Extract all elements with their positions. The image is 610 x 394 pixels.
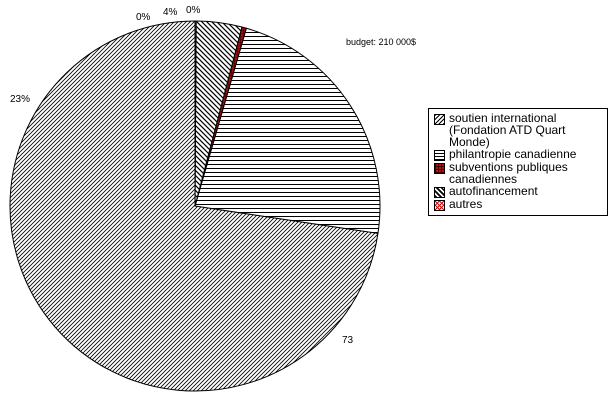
legend: soutien international (Fondation ATD Qua… [428, 108, 608, 216]
legend-item-1: soutien international (Fondation ATD Qua… [433, 112, 603, 148]
slice-label-4: 4% [163, 7, 178, 18]
legend-label-5: autres [449, 197, 483, 211]
legend-label-2: philantropie canadienne [449, 147, 577, 161]
pie-slice-1 [9, 20, 379, 392]
legend-swatch-2 [434, 150, 445, 161]
legend-label-1: soutien international (Fondation ATD Qua… [449, 111, 566, 149]
legend-swatch-3 [434, 163, 445, 174]
pie-slices [9, 20, 381, 392]
slice-label-1: 73 [342, 335, 354, 346]
legend-item-3: subventions publiques canadiennes [433, 161, 603, 185]
legend-label-4: autofinancement [449, 184, 538, 198]
slice-label-2: 23% [10, 94, 31, 105]
pie-slice-5 [194, 20, 197, 207]
legend-item-2: philantropie canadienne [433, 148, 603, 161]
legend-item-5: autres [433, 198, 603, 211]
legend-swatch-5 [434, 200, 445, 211]
legend-item-4: autofinancement [433, 185, 603, 198]
legend-swatch-4 [434, 187, 445, 198]
legend-label-3: subventions publiques canadiennes [449, 160, 568, 186]
slice-label-5: 0% [186, 5, 201, 16]
pie-slice-2 [194, 27, 381, 234]
slice-label-3: 0% [136, 12, 151, 23]
legend-swatch-1 [434, 114, 445, 125]
budget-note: budget: 210 000$ [346, 37, 417, 47]
